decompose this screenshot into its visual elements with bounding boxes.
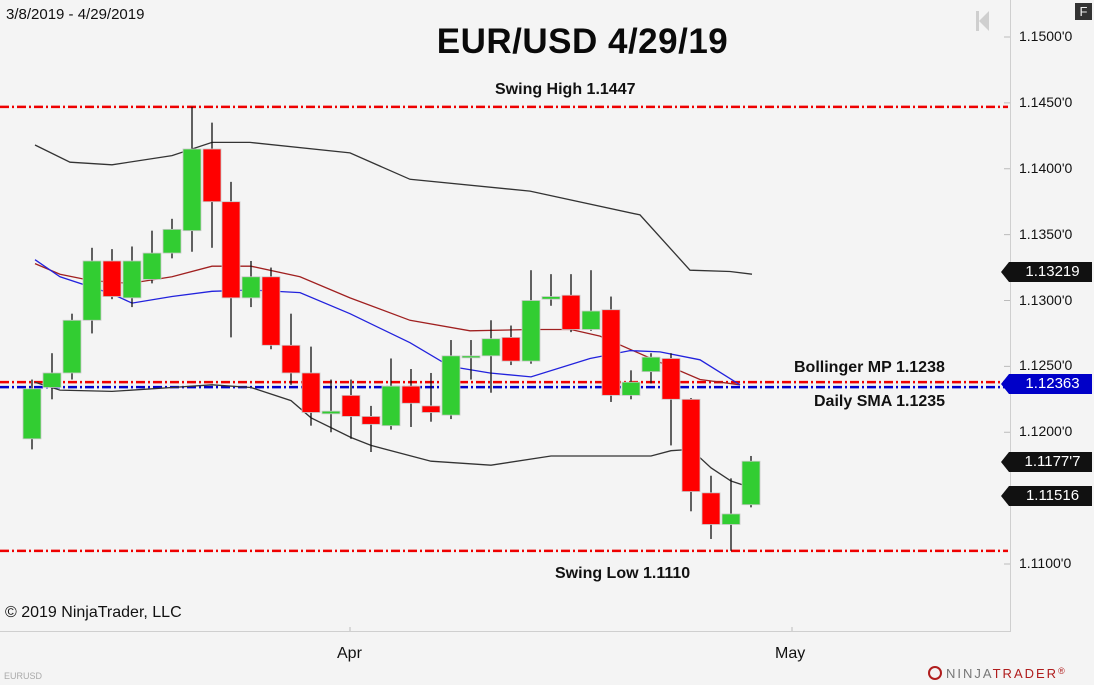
y-tick-label: 1.1200'0 bbox=[1019, 423, 1073, 440]
price-marker-badge: 1.1177'7 bbox=[1001, 451, 1092, 472]
candle-up bbox=[441, 355, 461, 416]
y-tick-label: 1.1100'0 bbox=[1019, 555, 1072, 571]
candle-down bbox=[102, 260, 122, 297]
candle-down bbox=[661, 358, 681, 400]
ninjatrader-logo-icon bbox=[928, 666, 942, 680]
chart-plot-area[interactable] bbox=[0, 0, 1011, 632]
candle-up bbox=[541, 296, 561, 300]
candle-down bbox=[202, 148, 222, 203]
daily-sma-label: Daily SMA 1.1235 bbox=[814, 393, 946, 410]
candle-up bbox=[641, 356, 661, 373]
candle-down bbox=[561, 294, 581, 330]
candle-up bbox=[621, 381, 641, 396]
candle-up bbox=[481, 338, 501, 357]
candle-down bbox=[501, 336, 521, 362]
y-tick-label: 1.1350'0 bbox=[1019, 225, 1073, 242]
f-button[interactable]: F bbox=[1075, 3, 1092, 20]
bollinger-mp-label: Bollinger MP 1.1238 bbox=[794, 359, 945, 376]
candle-up bbox=[581, 310, 601, 330]
candle-down bbox=[281, 344, 301, 374]
candle-down bbox=[341, 394, 361, 417]
y-tick-label: 1.1450'0 bbox=[1019, 93, 1073, 110]
candle-up bbox=[521, 300, 541, 362]
y-tick-label: 1.1250'0 bbox=[1019, 357, 1073, 374]
candle-up bbox=[42, 372, 62, 388]
candle-up bbox=[381, 385, 401, 427]
scroll-to-first-bar-icon[interactable] bbox=[976, 10, 990, 32]
candle-up bbox=[162, 228, 182, 254]
price-marker-badge: 1.13219 bbox=[1001, 261, 1092, 282]
candle-up bbox=[241, 276, 261, 299]
candle-down bbox=[421, 405, 441, 413]
candle-down bbox=[361, 416, 381, 425]
candle-down bbox=[401, 385, 421, 404]
x-tick-may: May bbox=[775, 645, 806, 662]
ninjatrader-logo: NINJATRADER® bbox=[928, 666, 1067, 681]
copyright-text: © 2019 NinjaTrader, LLC bbox=[5, 604, 182, 621]
candle-up bbox=[182, 148, 202, 232]
instrument-label: EURUSD bbox=[4, 671, 43, 681]
swing-low-label: Swing Low 1.1110 bbox=[555, 565, 691, 582]
y-tick-label: 1.1400'0 bbox=[1019, 159, 1073, 176]
date-range-label: 3/8/2019 - 4/29/2019 bbox=[6, 6, 145, 23]
candle-down bbox=[261, 276, 281, 346]
series-bollinger-upper bbox=[34, 141, 753, 275]
chart-title: EUR/USD 4/29/19 bbox=[436, 22, 729, 61]
candle-up bbox=[62, 319, 82, 374]
price-marker-badge: 1.12363 bbox=[1001, 374, 1092, 395]
candle-up bbox=[22, 388, 42, 440]
candle-down bbox=[681, 398, 701, 492]
candle-down bbox=[301, 372, 321, 413]
candle-up bbox=[122, 260, 142, 299]
candle-up bbox=[321, 410, 341, 415]
candle-up bbox=[142, 252, 162, 280]
candle-up bbox=[721, 513, 741, 525]
candle-down bbox=[221, 201, 241, 299]
series-sma-blue- bbox=[34, 259, 741, 386]
swing-high-label: Swing High 1.1447 bbox=[495, 81, 636, 98]
candle-up bbox=[741, 460, 761, 506]
price-marker-badge: 1.11516 bbox=[1001, 486, 1092, 507]
candle-down bbox=[601, 309, 621, 396]
y-tick-label: 1.1300'0 bbox=[1019, 291, 1073, 308]
x-tick-apr: Apr bbox=[337, 645, 362, 662]
candle-down bbox=[701, 492, 721, 525]
candlestick-chart[interactable] bbox=[0, 0, 1010, 631]
candle-up bbox=[82, 260, 102, 321]
y-tick-label: 1.1500'0 bbox=[1019, 28, 1073, 44]
candle-up bbox=[461, 355, 481, 359]
